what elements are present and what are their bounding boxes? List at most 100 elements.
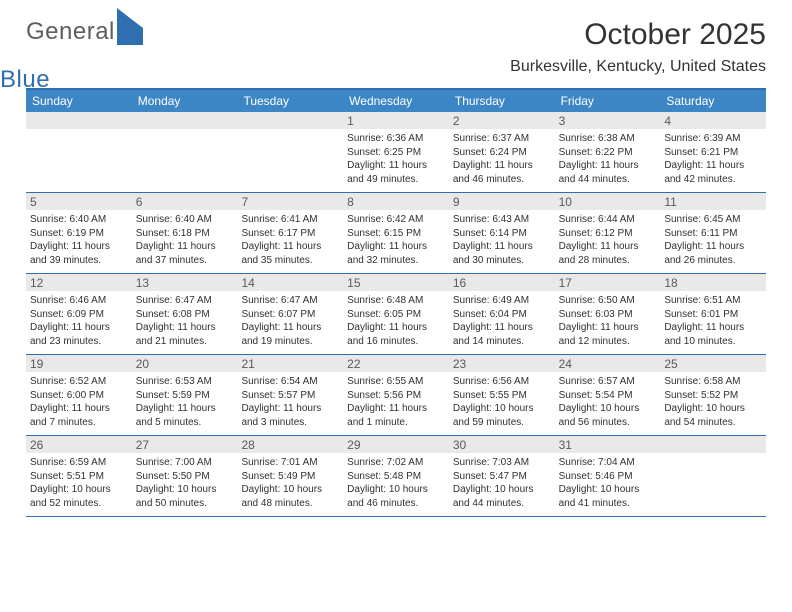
day-info-line: Daylight: 11 hours and 1 minute. bbox=[347, 402, 445, 429]
day-info-line: Daylight: 10 hours and 52 minutes. bbox=[30, 483, 128, 510]
day-info-line: Sunset: 5:49 PM bbox=[241, 470, 339, 484]
day-cell: 8Sunrise: 6:42 AMSunset: 6:15 PMDaylight… bbox=[343, 193, 449, 273]
day-info-line: Daylight: 11 hours and 35 minutes. bbox=[241, 240, 339, 267]
day-cell: 31Sunrise: 7:04 AMSunset: 5:46 PMDayligh… bbox=[555, 436, 661, 516]
day-info-line: Sunset: 6:09 PM bbox=[30, 308, 128, 322]
day-info-line: Sunset: 5:46 PM bbox=[559, 470, 657, 484]
day-body: Sunrise: 6:42 AMSunset: 6:15 PMDaylight:… bbox=[343, 210, 449, 272]
day-info-line: Daylight: 10 hours and 41 minutes. bbox=[559, 483, 657, 510]
day-number: 12 bbox=[26, 274, 132, 291]
day-number: 22 bbox=[343, 355, 449, 372]
day-cell: 1Sunrise: 6:36 AMSunset: 6:25 PMDaylight… bbox=[343, 112, 449, 192]
day-cell: 14Sunrise: 6:47 AMSunset: 6:07 PMDayligh… bbox=[237, 274, 343, 354]
day-info-line: Daylight: 11 hours and 46 minutes. bbox=[453, 159, 551, 186]
day-number: 24 bbox=[555, 355, 661, 372]
day-cell bbox=[26, 112, 132, 192]
day-info-line: Sunrise: 6:41 AM bbox=[241, 213, 339, 227]
day-number: 25 bbox=[660, 355, 766, 372]
day-cell: 30Sunrise: 7:03 AMSunset: 5:47 PMDayligh… bbox=[449, 436, 555, 516]
day-number: 20 bbox=[132, 355, 238, 372]
day-cell: 23Sunrise: 6:56 AMSunset: 5:55 PMDayligh… bbox=[449, 355, 555, 435]
day-body: Sunrise: 6:45 AMSunset: 6:11 PMDaylight:… bbox=[660, 210, 766, 272]
weekday-header-cell: Tuesday bbox=[237, 90, 343, 112]
day-number: 26 bbox=[26, 436, 132, 453]
day-cell: 13Sunrise: 6:47 AMSunset: 6:08 PMDayligh… bbox=[132, 274, 238, 354]
day-number: 9 bbox=[449, 193, 555, 210]
day-cell: 21Sunrise: 6:54 AMSunset: 5:57 PMDayligh… bbox=[237, 355, 343, 435]
day-cell: 6Sunrise: 6:40 AMSunset: 6:18 PMDaylight… bbox=[132, 193, 238, 273]
day-body bbox=[132, 129, 238, 137]
day-body: Sunrise: 7:04 AMSunset: 5:46 PMDaylight:… bbox=[555, 453, 661, 515]
day-info-line: Sunset: 6:21 PM bbox=[664, 146, 762, 160]
brand-text-general: General bbox=[26, 18, 115, 45]
day-info-line: Sunset: 6:18 PM bbox=[136, 227, 234, 241]
day-body: Sunrise: 6:44 AMSunset: 6:12 PMDaylight:… bbox=[555, 210, 661, 272]
day-cell: 25Sunrise: 6:58 AMSunset: 5:52 PMDayligh… bbox=[660, 355, 766, 435]
weekday-header-cell: Monday bbox=[132, 90, 238, 112]
day-info-line: Sunset: 6:08 PM bbox=[136, 308, 234, 322]
day-info-line: Sunrise: 7:00 AM bbox=[136, 456, 234, 470]
day-number: 13 bbox=[132, 274, 238, 291]
day-number: 8 bbox=[343, 193, 449, 210]
day-cell: 11Sunrise: 6:45 AMSunset: 6:11 PMDayligh… bbox=[660, 193, 766, 273]
day-info-line: Sunrise: 6:47 AM bbox=[136, 294, 234, 308]
day-info-line: Sunrise: 6:51 AM bbox=[664, 294, 762, 308]
day-number: 27 bbox=[132, 436, 238, 453]
day-info-line: Daylight: 11 hours and 37 minutes. bbox=[136, 240, 234, 267]
day-number: 15 bbox=[343, 274, 449, 291]
day-number: 16 bbox=[449, 274, 555, 291]
day-info-line: Sunset: 6:14 PM bbox=[453, 227, 551, 241]
day-info-line: Sunrise: 6:52 AM bbox=[30, 375, 128, 389]
day-info-line: Sunset: 6:03 PM bbox=[559, 308, 657, 322]
day-info-line: Sunset: 5:52 PM bbox=[664, 389, 762, 403]
calendar-grid: SundayMondayTuesdayWednesdayThursdayFrid… bbox=[26, 88, 766, 517]
day-info-line: Daylight: 11 hours and 3 minutes. bbox=[241, 402, 339, 429]
day-info-line: Sunrise: 7:03 AM bbox=[453, 456, 551, 470]
day-info-line: Sunset: 5:51 PM bbox=[30, 470, 128, 484]
day-number: 31 bbox=[555, 436, 661, 453]
day-info-line: Sunset: 5:57 PM bbox=[241, 389, 339, 403]
day-info-line: Daylight: 11 hours and 44 minutes. bbox=[559, 159, 657, 186]
location-text: Burkesville, Kentucky, United States bbox=[510, 58, 766, 76]
day-info-line: Sunrise: 6:48 AM bbox=[347, 294, 445, 308]
day-body: Sunrise: 6:41 AMSunset: 6:17 PMDaylight:… bbox=[237, 210, 343, 272]
day-info-line: Sunset: 6:24 PM bbox=[453, 146, 551, 160]
day-info-line: Daylight: 11 hours and 49 minutes. bbox=[347, 159, 445, 186]
day-info-line: Sunrise: 6:36 AM bbox=[347, 132, 445, 146]
day-info-line: Sunset: 5:54 PM bbox=[559, 389, 657, 403]
day-number: 10 bbox=[555, 193, 661, 210]
day-body: Sunrise: 6:43 AMSunset: 6:14 PMDaylight:… bbox=[449, 210, 555, 272]
day-number: 19 bbox=[26, 355, 132, 372]
day-number bbox=[132, 112, 238, 129]
month-title: October 2025 bbox=[510, 18, 766, 52]
day-info-line: Sunset: 6:19 PM bbox=[30, 227, 128, 241]
day-body: Sunrise: 6:48 AMSunset: 6:05 PMDaylight:… bbox=[343, 291, 449, 353]
day-info-line: Sunrise: 6:37 AM bbox=[453, 132, 551, 146]
day-info-line: Sunset: 6:01 PM bbox=[664, 308, 762, 322]
weekday-header-cell: Sunday bbox=[26, 90, 132, 112]
day-number: 29 bbox=[343, 436, 449, 453]
week-row: 5Sunrise: 6:40 AMSunset: 6:19 PMDaylight… bbox=[26, 193, 766, 274]
day-info-line: Sunrise: 6:50 AM bbox=[559, 294, 657, 308]
day-cell bbox=[660, 436, 766, 516]
day-info-line: Daylight: 11 hours and 19 minutes. bbox=[241, 321, 339, 348]
day-info-line: Sunrise: 7:04 AM bbox=[559, 456, 657, 470]
day-info-line: Sunset: 6:17 PM bbox=[241, 227, 339, 241]
day-body: Sunrise: 6:56 AMSunset: 5:55 PMDaylight:… bbox=[449, 372, 555, 434]
calendar-page: General Blue October 2025 Burkesville, K… bbox=[0, 0, 792, 517]
week-row: 1Sunrise: 6:36 AMSunset: 6:25 PMDaylight… bbox=[26, 112, 766, 193]
day-body: Sunrise: 6:51 AMSunset: 6:01 PMDaylight:… bbox=[660, 291, 766, 353]
day-cell: 22Sunrise: 6:55 AMSunset: 5:56 PMDayligh… bbox=[343, 355, 449, 435]
day-info-line: Sunrise: 6:58 AM bbox=[664, 375, 762, 389]
day-cell: 12Sunrise: 6:46 AMSunset: 6:09 PMDayligh… bbox=[26, 274, 132, 354]
day-info-line: Sunset: 5:55 PM bbox=[453, 389, 551, 403]
brand-logo: General Blue bbox=[26, 18, 156, 74]
day-info-line: Sunrise: 6:49 AM bbox=[453, 294, 551, 308]
day-number: 23 bbox=[449, 355, 555, 372]
day-info-line: Daylight: 11 hours and 16 minutes. bbox=[347, 321, 445, 348]
day-info-line: Daylight: 11 hours and 12 minutes. bbox=[559, 321, 657, 348]
day-info-line: Sunrise: 6:39 AM bbox=[664, 132, 762, 146]
day-info-line: Daylight: 11 hours and 7 minutes. bbox=[30, 402, 128, 429]
day-info-line: Daylight: 10 hours and 56 minutes. bbox=[559, 402, 657, 429]
header-row: General Blue October 2025 Burkesville, K… bbox=[26, 18, 766, 76]
